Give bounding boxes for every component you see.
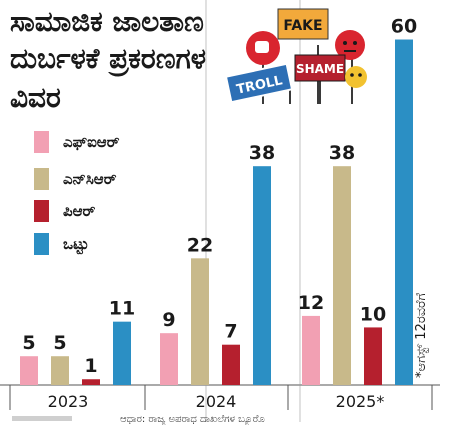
- data-label-total-2025: 60: [391, 16, 417, 38]
- shame-sign: [294, 54, 346, 82]
- data-label-pr-2023: 1: [84, 355, 97, 377]
- bar-total-2023: [113, 321, 131, 385]
- bar-fir-2025: [302, 315, 320, 385]
- data-label-fir-2025: 12: [298, 292, 324, 314]
- data-label-total-2023: 11: [109, 298, 135, 320]
- bar-ncr-2024: [191, 258, 209, 385]
- legend-label-fir: ಎಫ್‌ಐಆರ್: [63, 133, 120, 151]
- data-label-ncr-2023: 5: [53, 332, 66, 354]
- legend-swatch-fir: [34, 131, 49, 153]
- legend-label-total: ಒಟ್ಟು: [63, 235, 89, 253]
- data-label-fir-2024: 9: [162, 309, 175, 331]
- pleading-face-icon: [345, 66, 367, 88]
- legend-label-pr: ಪಿಆರ್: [63, 202, 96, 220]
- pleading-face-eye-left: [350, 73, 354, 77]
- legend-item-total: ಒಟ್ಟು: [34, 232, 89, 256]
- bars-layer: 5 9 12 5 22 38 1 7 10 11 38 60 2023 2024 2025*: [9, 16, 433, 411]
- bar-total-2024: [253, 166, 271, 385]
- legend-swatch-ncr: [34, 168, 49, 190]
- chart-title-line-3: ವಿವರ: [10, 81, 61, 114]
- bottom-strip: [12, 416, 72, 421]
- bar-pr-2023: [82, 379, 100, 385]
- x-tick-label-2025: 2025*: [336, 392, 385, 411]
- data-label-fir-2023: 5: [22, 332, 35, 354]
- x-tick-label-2024: 2024: [196, 392, 237, 411]
- x-tick-label-2023: 2023: [48, 392, 89, 411]
- legend-item-fir: ಎಫ್‌ಐಆರ್: [34, 130, 120, 154]
- legend-swatch-pr: [34, 200, 49, 222]
- legend-swatch-total: [34, 233, 49, 255]
- legend-item-ncr: ಎನ್‌ಸಿಆರ್: [34, 167, 117, 191]
- footnote: *ಆಗಸ್ಟ್‌ 12ರವರೆಗೆ: [414, 292, 429, 378]
- data-label-ncr-2024: 22: [187, 234, 213, 256]
- bar-ncr-2025: [333, 166, 351, 385]
- troll-sign: [224, 62, 294, 104]
- fake-sign: [277, 8, 329, 40]
- data-label-total-2024: 38: [249, 142, 275, 164]
- bar-total-2025: [395, 39, 413, 386]
- pleading-face-eye-right: [358, 73, 362, 77]
- chart-title-line-2: ದುರ್ಬಳಕೆ ಪ್ರಕರಣಗಳ: [10, 42, 206, 75]
- legend-item-pr: ಪಿಆರ್: [34, 199, 95, 223]
- angry-face-icon: [335, 30, 365, 60]
- fake-sign-text: FAKE: [283, 18, 322, 34]
- thumbs-down-glyph: [255, 41, 269, 53]
- bar-ncr-2023: [51, 356, 69, 385]
- data-label-ncr-2025: 38: [329, 142, 355, 164]
- shame-sign-text: SHAME: [296, 62, 344, 76]
- angry-face-eye-left: [343, 41, 347, 45]
- angry-face-eye-right: [353, 41, 357, 45]
- source-note: ಆಧಾರ: ರಾಜ್ಯ ಅಪರಾಧ ದಾಖಲೆಗಳ ಬ್ಯೂರೊ: [120, 414, 265, 425]
- bar-pr-2025: [364, 327, 382, 385]
- chart-title-line-1: ಸಾಮಾಜಿಕ ಜಾಲತಾಣ: [10, 5, 204, 38]
- bar-pr-2024: [222, 344, 240, 385]
- bar-fir-2024: [160, 333, 178, 385]
- bar-fir-2023: [20, 356, 38, 385]
- angry-face-mouth: [344, 50, 356, 52]
- legend-label-ncr: ಎನ್‌ಸಿಆರ್: [63, 170, 117, 188]
- data-label-pr-2025: 10: [360, 303, 386, 325]
- data-label-pr-2024: 7: [224, 321, 237, 343]
